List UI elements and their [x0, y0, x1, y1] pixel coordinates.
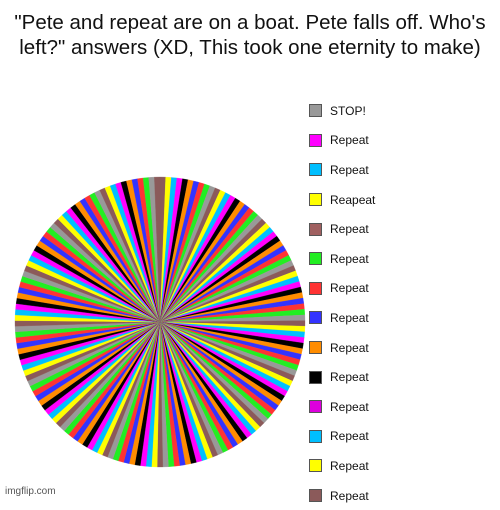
legend-swatch [309, 459, 322, 473]
legend-item: Repeat [309, 451, 494, 481]
legend-item: Repeat [309, 244, 494, 274]
legend-label: Repeat [330, 162, 369, 177]
legend-swatch [309, 222, 322, 236]
legend-swatch [309, 429, 322, 443]
legend-item: Repeat [309, 481, 494, 510]
legend-swatch [309, 133, 322, 147]
legend-item: STOP! [309, 96, 494, 126]
legend-label: Repeat [330, 222, 369, 237]
legend-label: Repeat [330, 310, 369, 325]
chart-title: "Pete and repeat are on a boat. Pete fal… [14, 11, 486, 59]
legend-item: Repeat [309, 126, 494, 156]
legend-swatch [309, 193, 322, 207]
legend-item: Reapeat [309, 185, 494, 215]
legend-label: Repeat [330, 340, 369, 355]
legend-label: Repeat [330, 251, 369, 266]
legend-label: Repeat [330, 281, 369, 296]
legend-label: Reapeat [330, 192, 376, 207]
legend-item: Repeat [309, 303, 494, 333]
legend-label: Repeat [330, 488, 369, 503]
legend-item: Repeat [309, 422, 494, 452]
watermark: imgflip.com [3, 486, 58, 497]
legend-item: Repeat [309, 333, 494, 363]
pie-slice [154, 176, 161, 323]
legend-swatch [309, 104, 322, 118]
legend-item: Repeat [309, 274, 494, 304]
legend-label: Repeat [330, 370, 369, 385]
legend-swatch [309, 370, 322, 384]
legend-item: Repeat [309, 155, 494, 185]
legend-swatch [309, 400, 322, 414]
legend-swatch [309, 252, 322, 266]
legend-label: Repeat [330, 458, 369, 473]
chart-legend: STOP! Repeat Repeat Reapeat Repeat Repeat Repe… [309, 96, 494, 510]
legend-item: Repeat [309, 214, 494, 244]
legend-label: STOP! [330, 103, 366, 118]
legend-item: Repeat [309, 392, 494, 422]
legend-label: Repeat [330, 399, 369, 414]
legend-swatch [309, 489, 322, 503]
legend-swatch [309, 311, 322, 325]
legend-swatch [309, 341, 322, 355]
legend-label: Repeat [330, 429, 369, 444]
legend-item: Repeat [309, 362, 494, 392]
legend-swatch [309, 281, 322, 295]
legend-label: Repeat [330, 133, 369, 148]
legend-swatch [309, 163, 322, 177]
